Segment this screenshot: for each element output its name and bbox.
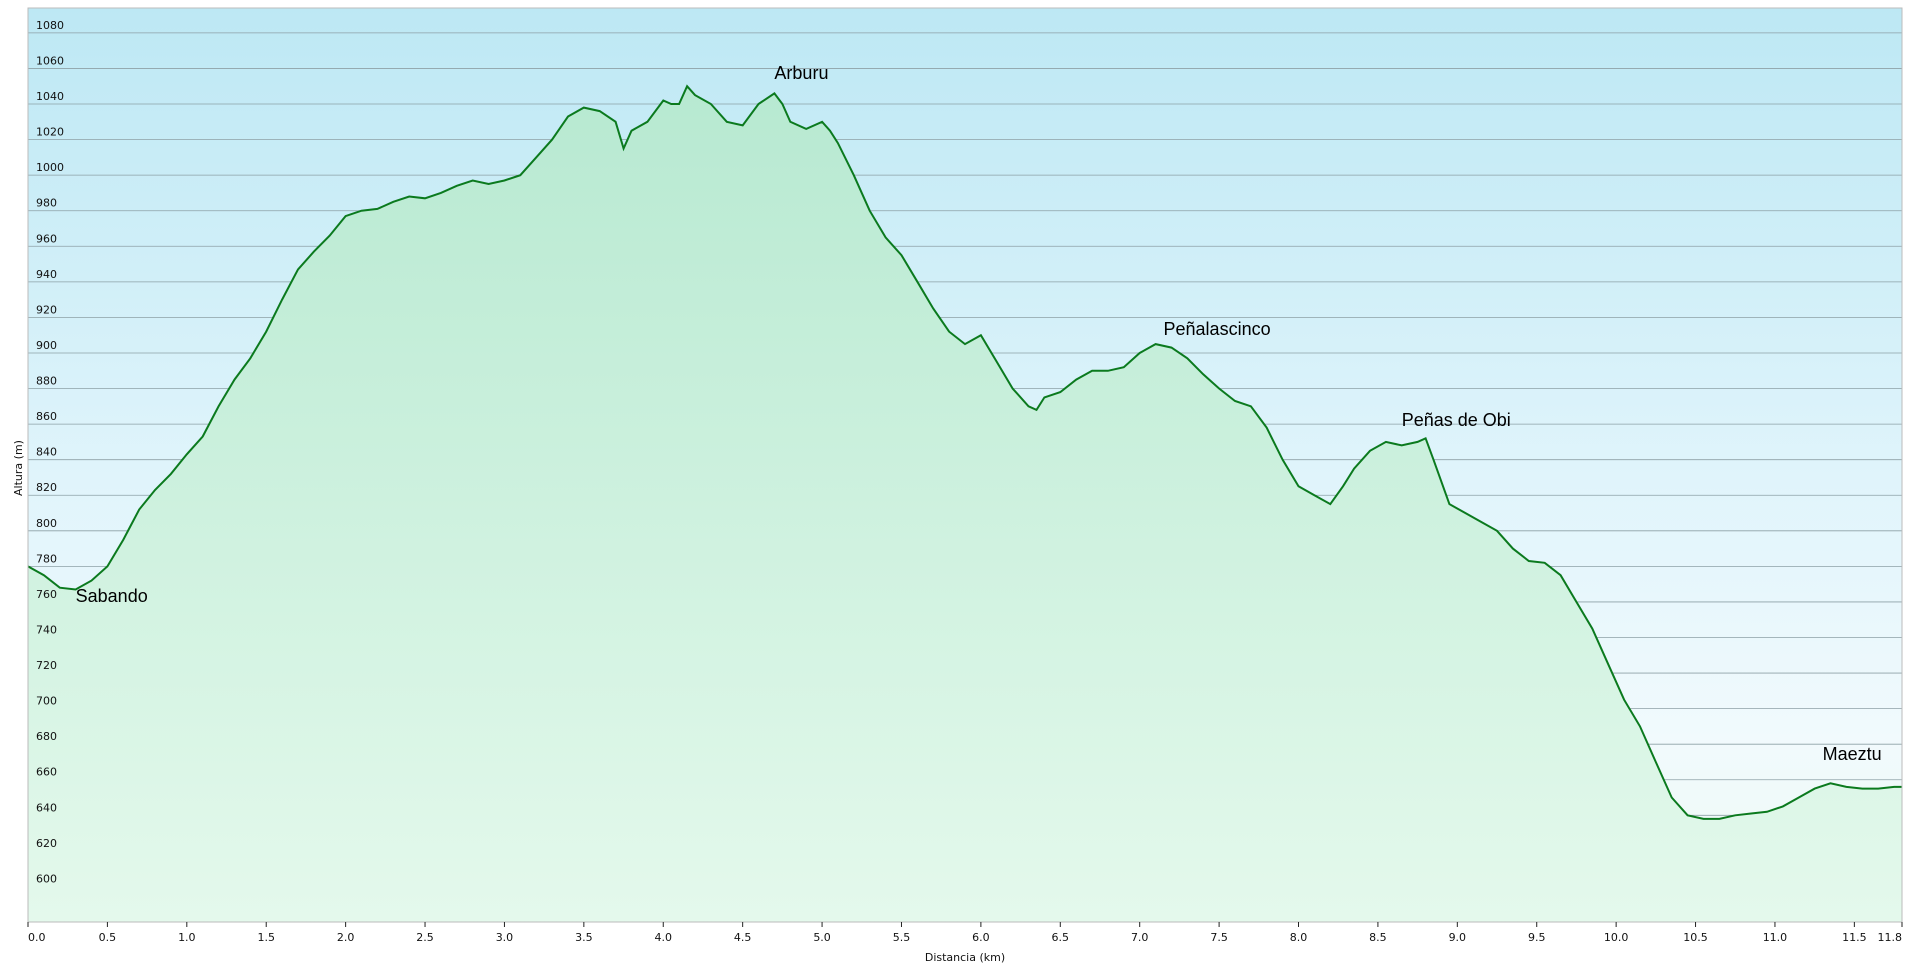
y-tick-label: 880 xyxy=(36,375,57,388)
x-tick-label: 10.5 xyxy=(1683,931,1708,944)
x-tick-label: 5.0 xyxy=(813,931,831,944)
y-tick-label: 660 xyxy=(36,766,57,779)
y-tick-label: 620 xyxy=(36,837,57,850)
y-tick-label: 1060 xyxy=(36,54,64,67)
x-tick-label: 3.5 xyxy=(575,931,593,944)
y-tick-label: 780 xyxy=(36,552,57,565)
place-label: Peñas de Obi xyxy=(1402,410,1511,430)
x-tick-label: 1.0 xyxy=(178,931,196,944)
x-tick-label: 7.5 xyxy=(1210,931,1228,944)
x-tick-label: 9.0 xyxy=(1449,931,1467,944)
y-tick-label: 800 xyxy=(36,517,57,530)
x-tick-label: 6.5 xyxy=(1052,931,1070,944)
x-tick-label: 11.5 xyxy=(1842,931,1867,944)
place-label: Peñalascinco xyxy=(1164,319,1271,339)
y-tick-label: 980 xyxy=(36,197,57,210)
x-tick-label: 3.0 xyxy=(496,931,514,944)
x-axis-ticks: 0.0 0.5 1.0 1.5 2.0 2.5 3.0 3.5 4.0 4.5 5.0 5.5 6.0 6… xyxy=(27,922,1903,944)
place-label: Maeztu xyxy=(1823,744,1882,764)
x-tick-label: 11.0 xyxy=(1763,931,1788,944)
y-tick-label: 860 xyxy=(36,410,57,423)
x-tick-label: 6.0 xyxy=(972,931,990,944)
x-tick-label: 0.0 xyxy=(28,931,46,944)
y-tick-label: 900 xyxy=(36,339,57,352)
x-tick-label: 4.0 xyxy=(655,931,673,944)
elevation-area-fill xyxy=(28,86,1902,922)
y-tick-label: 1000 xyxy=(36,161,64,174)
y-axis-ticks: 600 620 640 660 680 700 720 740 760 780 800 820 840 8… xyxy=(36,19,64,886)
x-tick-label: 5.5 xyxy=(893,931,911,944)
x-tick-label: 0.5 xyxy=(99,931,117,944)
y-axis-title: Altura (m) xyxy=(12,440,25,496)
y-tick-label: 760 xyxy=(36,588,57,601)
y-tick-label: 820 xyxy=(36,481,57,494)
place-annotations: Sabando Arburu Peñalascinco Peñas de Obi Mae… xyxy=(76,63,1882,764)
plot-frame xyxy=(27,7,1903,923)
x-tick-label: 2.0 xyxy=(337,931,355,944)
y-tick-label: 640 xyxy=(36,801,57,814)
y-tick-label: 940 xyxy=(36,268,57,281)
y-tick-label: 1020 xyxy=(36,126,64,139)
y-tick-label: 740 xyxy=(36,623,57,636)
elevation-line xyxy=(27,84,1902,820)
y-tick-label: 680 xyxy=(36,730,57,743)
y-tick-label: 1080 xyxy=(36,19,64,32)
y-tick-label: 960 xyxy=(36,232,57,245)
y-tick-label: 1040 xyxy=(36,90,64,103)
y-tick-label: 920 xyxy=(36,303,57,316)
y-tick-label: 840 xyxy=(36,446,57,459)
x-tick-label: 2.5 xyxy=(416,931,434,944)
x-tick-label: 10.0 xyxy=(1604,931,1629,944)
y-tick-label: 720 xyxy=(36,659,57,672)
y-tick-label: 600 xyxy=(36,872,57,885)
x-tick-label: 9.5 xyxy=(1528,931,1546,944)
x-tick-label: 4.5 xyxy=(734,931,752,944)
place-label: Sabando xyxy=(76,586,148,606)
place-label: Arburu xyxy=(774,63,828,83)
x-tick-label: 8.5 xyxy=(1369,931,1387,944)
x-tick-label: 11.8 xyxy=(1878,931,1903,944)
x-tick-label: 1.5 xyxy=(257,931,275,944)
x-tick-label: 8.0 xyxy=(1290,931,1308,944)
y-tick-label: 700 xyxy=(36,695,57,708)
x-tick-label: 7.0 xyxy=(1131,931,1149,944)
x-axis-title: Distancia (km) xyxy=(925,951,1005,964)
